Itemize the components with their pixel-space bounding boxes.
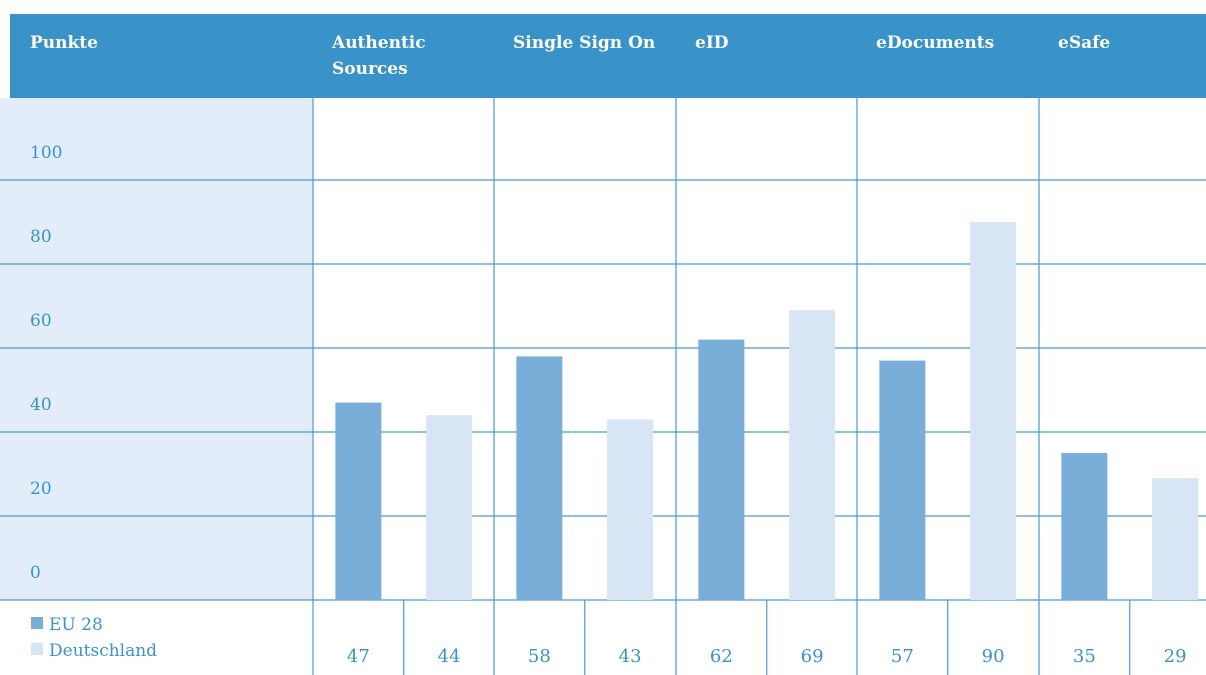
bar-eu28-3 (879, 360, 926, 600)
value-label-deutschland-4: 29 (1164, 646, 1187, 667)
bar-deutschland-0 (426, 415, 473, 600)
bar-eu28-1 (516, 356, 563, 600)
value-label-eu28-3: 57 (891, 646, 914, 667)
value-label-eu28-0: 47 (347, 646, 370, 667)
y-axis-title: Punkte (30, 33, 98, 53)
value-label-eu28-4: 35 (1073, 646, 1096, 667)
legend-label-deutschland: Deutschland (49, 641, 157, 661)
category-label-1-0: Single Sign On (513, 33, 655, 53)
y-tick-label-0: 0 (30, 563, 41, 583)
category-label-0-0: Authentic (331, 33, 426, 53)
y-tick-label-4: 80 (30, 227, 52, 247)
bar-deutschland-2 (789, 310, 836, 600)
y-tick-label-1: 20 (30, 479, 52, 499)
value-label-deutschland-3: 90 (982, 646, 1005, 667)
header-band (10, 14, 1206, 98)
value-label-eu28-1: 58 (528, 646, 551, 667)
bar-deutschland-4 (1152, 478, 1199, 600)
category-label-3-0: eDocuments (876, 33, 994, 53)
legend-swatch-eu28 (31, 617, 43, 629)
y-tick-label-5: 100 (30, 143, 62, 163)
category-label-4-0: eSafe (1058, 33, 1110, 53)
bar-deutschland-1 (607, 419, 654, 600)
value-label-deutschland-0: 44 (438, 646, 461, 667)
value-label-deutschland-1: 43 (619, 646, 642, 667)
bar-eu28-4 (1061, 453, 1108, 600)
value-label-deutschland-2: 69 (801, 646, 824, 667)
bar-eu28-2 (698, 339, 745, 600)
y-tick-label-2: 40 (30, 395, 52, 415)
bar-deutschland-3 (970, 222, 1017, 600)
legend-label-eu28: EU 28 (49, 615, 103, 635)
legend-swatch-deutschland (31, 643, 43, 655)
y-axis-label-panel (0, 98, 313, 600)
value-label-eu28-2: 62 (710, 646, 733, 667)
category-label-2-0: eID (695, 33, 729, 53)
category-label-0-1: Sources (332, 59, 408, 79)
bar-eu28-0 (335, 402, 382, 600)
y-tick-label-3: 60 (30, 311, 52, 331)
